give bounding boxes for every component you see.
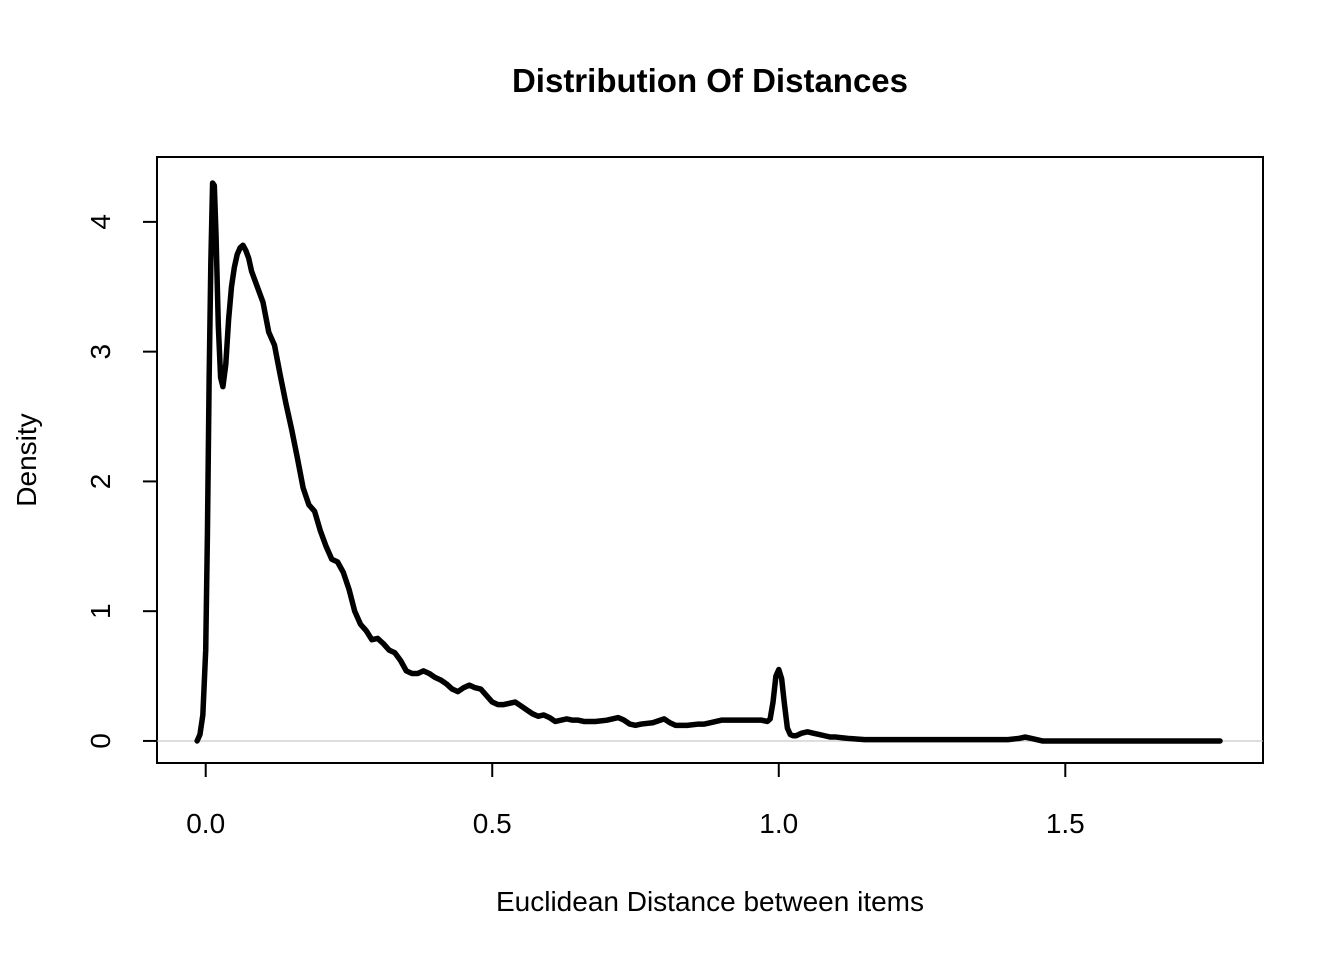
- chart-title: Distribution Of Distances: [512, 62, 908, 99]
- x-axis: 0.0 0.5 1.0 1.5: [186, 762, 1085, 839]
- y-tick-label: 0: [85, 733, 116, 749]
- x-axis-label: Euclidean Distance between items: [496, 886, 924, 917]
- x-tick-label: 0.5: [473, 808, 512, 839]
- y-tick-label: 2: [85, 474, 116, 490]
- y-tick-label: 3: [85, 344, 116, 360]
- y-axis-label: Density: [11, 413, 42, 506]
- x-tick-label: 0.0: [186, 808, 225, 839]
- plot-frame: [156, 156, 1264, 764]
- y-axis: 0 1 2 3 4: [85, 214, 158, 749]
- density-line: [194, 180, 1223, 744]
- x-tick-label: 1.0: [759, 808, 798, 839]
- y-tick-label: 4: [85, 214, 116, 230]
- x-tick-label: 1.5: [1046, 808, 1085, 839]
- y-tick-label: 1: [85, 603, 116, 619]
